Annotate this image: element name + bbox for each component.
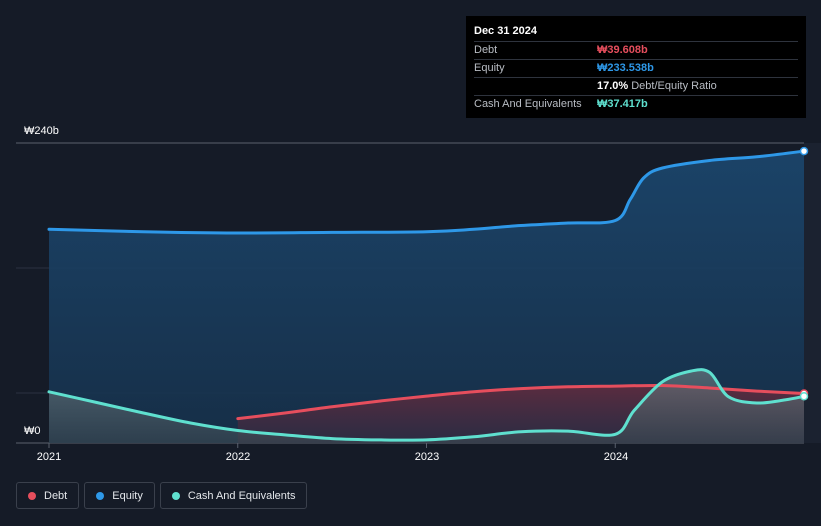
debt-dot-icon bbox=[28, 491, 36, 500]
debt-line bbox=[236, 383, 806, 421]
tooltip-row-debt: Debt ₩39.608b bbox=[474, 41, 798, 59]
x-tick-label-2023: 2023 bbox=[414, 451, 440, 463]
future-shade bbox=[804, 143, 821, 443]
y-tick-label-top: ₩240b bbox=[24, 125, 59, 137]
x-tick-label-2022: 2022 bbox=[225, 451, 251, 463]
cash-and-equivalents-area bbox=[49, 369, 804, 443]
tooltip-label bbox=[474, 78, 597, 95]
equity-dot-icon bbox=[96, 491, 105, 500]
tooltip-value: ₩37.417b bbox=[597, 98, 648, 110]
y-tick-label-zero: ₩0 bbox=[24, 425, 41, 437]
tooltip-label: Debt bbox=[474, 44, 498, 56]
legend-item-equity[interactable]: Equity bbox=[84, 482, 155, 509]
legend-label: Cash And Equivalents bbox=[187, 489, 296, 502]
legend-label: Equity bbox=[112, 489, 143, 502]
tooltip-label: Equity bbox=[474, 62, 505, 74]
x-tick-label-2024: 2024 bbox=[603, 451, 629, 463]
equity-end-point bbox=[799, 146, 809, 156]
cash-and-equivalents-line bbox=[47, 368, 806, 442]
legend-item-cash[interactable]: Cash And Equivalents bbox=[159, 482, 308, 509]
tooltip-panel: Dec 31 2024 Debt ₩39.608b Equity ₩233.53… bbox=[466, 16, 806, 118]
tooltip-value: ₩233.538b bbox=[597, 62, 654, 74]
tooltip-row-cash: Cash And Equivalents ₩37.417b bbox=[474, 95, 798, 113]
cash-and-equivalents-end-point bbox=[799, 392, 809, 401]
legend-item-debt[interactable]: Debt bbox=[16, 482, 80, 509]
tooltip-row-ratio: 17.0% Debt/Equity Ratio bbox=[474, 77, 798, 95]
legend: Debt Equity Cash And Equivalents bbox=[16, 482, 308, 509]
cash-dot-icon bbox=[171, 491, 180, 500]
x-tick-label-2021: 2021 bbox=[36, 451, 62, 463]
tooltip-row-equity: Equity ₩233.538b bbox=[474, 59, 798, 77]
tooltip-ratio-label: Debt/Equity Ratio bbox=[631, 80, 717, 92]
equity-area bbox=[49, 151, 804, 443]
tooltip-value: 17.0% bbox=[597, 80, 629, 92]
equity-line bbox=[47, 149, 806, 235]
tooltip-date: Dec 31 2024 bbox=[474, 25, 537, 37]
tooltip-value: ₩39.608b bbox=[597, 44, 648, 56]
legend-label: Debt bbox=[44, 489, 68, 502]
tooltip-label: Cash And Equivalents bbox=[474, 98, 582, 110]
